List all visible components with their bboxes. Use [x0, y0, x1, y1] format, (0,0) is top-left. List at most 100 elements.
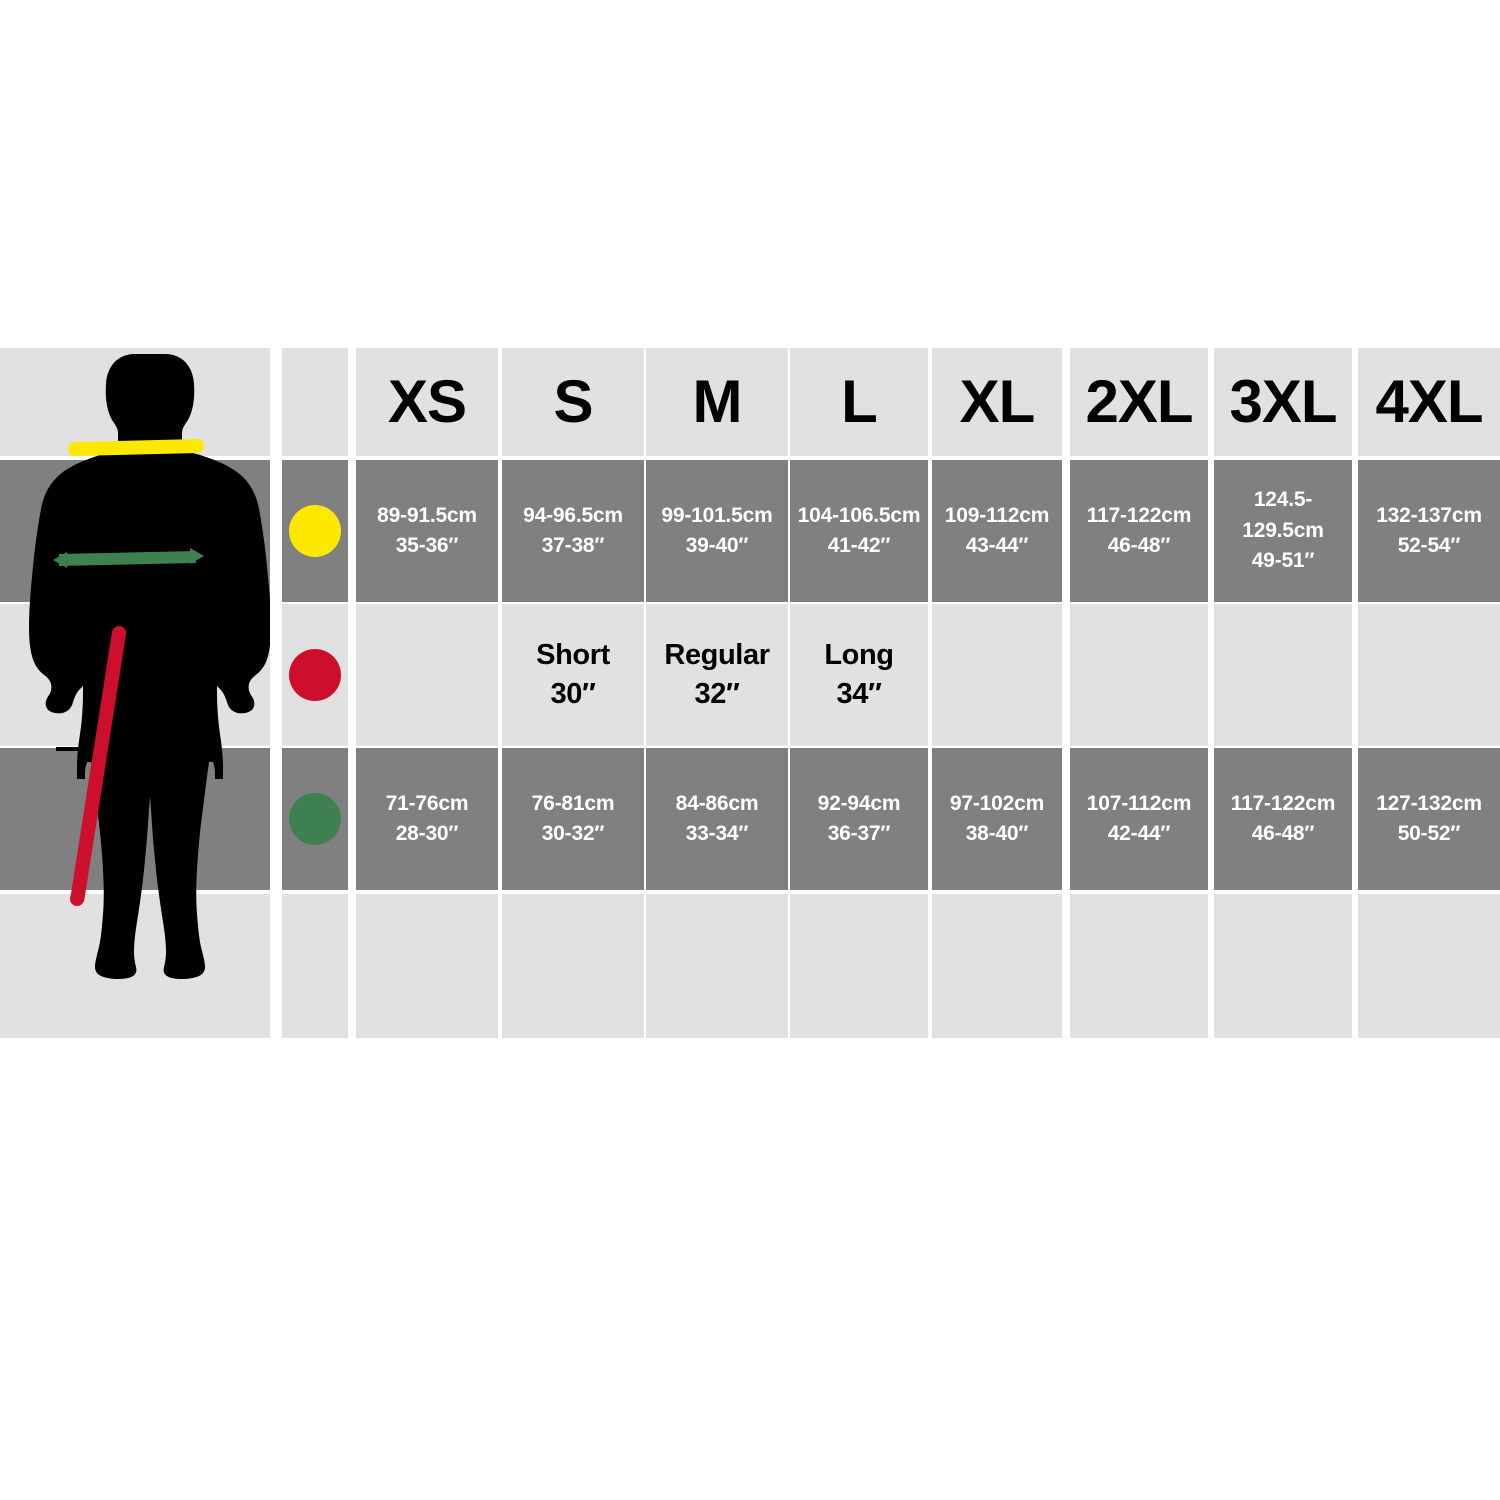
cell-chest-4xl[interactable]: 132-137cm 52-54″ [1358, 460, 1500, 602]
size-column-2xl: 2XL 117-122cm 46-48″ 107-112cm 42-44″ [1070, 348, 1208, 1038]
cell-value-primary: 124.5-129.5cm [1242, 488, 1324, 542]
size-header-label: 2XL [1085, 368, 1193, 435]
marker-cell-chest [282, 460, 348, 602]
size-footer-m [646, 894, 788, 1038]
cell-value-secondary: 41-42″ [827, 534, 891, 557]
cell-value-primary: 132-137cm [1376, 503, 1482, 527]
cell-value-secondary: 37-38″ [541, 534, 605, 557]
cell-value-secondary: 35-36″ [395, 534, 459, 557]
cell-leg-length-l[interactable]: Long 34″ [790, 604, 928, 746]
size-header-label: L [841, 368, 878, 435]
cell-chest-m[interactable]: 99-101.5cm 39-40″ [646, 460, 788, 602]
chest-marker-dot [289, 505, 341, 557]
cell-value-secondary: 32″ [694, 678, 740, 710]
cell-value-secondary: 36-37″ [827, 822, 891, 845]
cell-value-secondary: 50-52″ [1397, 822, 1461, 845]
cell-value-secondary: 52-54″ [1397, 534, 1461, 557]
cell-chest-3xl[interactable]: 124.5-129.5cm 49-51″ [1214, 460, 1352, 602]
size-header-2xl[interactable]: 2XL [1070, 348, 1208, 456]
size-header-3xl[interactable]: 3XL [1214, 348, 1352, 456]
marker-cell-waist [282, 748, 348, 890]
cell-chest-2xl[interactable]: 117-122cm 46-48″ [1070, 460, 1208, 602]
cell-leg-length-xs[interactable] [356, 604, 498, 746]
cell-text: Long 34″ [824, 636, 894, 714]
cell-leg-length-s[interactable]: Short 30″ [502, 604, 644, 746]
cell-text: 92-94cm 36-37″ [818, 789, 901, 850]
size-footer-xs [356, 894, 498, 1038]
size-header-m[interactable]: M [646, 348, 788, 456]
size-footer-s [502, 894, 644, 1038]
cell-value-primary: 94-96.5cm [523, 503, 623, 527]
cell-value-primary: 89-91.5cm [377, 503, 477, 527]
cell-waist-3xl[interactable]: 117-122cm 46-48″ [1214, 748, 1352, 890]
size-header-label: S [553, 368, 593, 435]
chest-guide-line [68, 439, 204, 456]
size-footer-4xl [1358, 894, 1500, 1038]
cell-value-secondary: 38-40″ [965, 822, 1029, 845]
size-header-4xl[interactable]: 4XL [1358, 348, 1500, 456]
cell-value-secondary: 34″ [836, 678, 882, 710]
cell-value-secondary: 39-40″ [685, 534, 749, 557]
waist-marker-dot [289, 793, 341, 845]
cell-value-secondary: 49-51″ [1251, 549, 1315, 573]
cell-value-primary: Regular [664, 638, 770, 671]
size-column-3xl: 3XL 124.5-129.5cm 49-51″ 117-122cm 46-48″ [1214, 348, 1352, 1038]
cell-waist-l[interactable]: 92-94cm 36-37″ [790, 748, 928, 890]
size-header-l[interactable]: L [790, 348, 928, 456]
size-column-m: M 99-101.5cm 39-40″ Regular 32″ 84-86cm 33-34″ [646, 348, 788, 1038]
cell-leg-length-4xl[interactable] [1358, 604, 1500, 746]
cell-text: Short 30″ [536, 636, 610, 714]
cell-leg-length-3xl[interactable] [1214, 604, 1352, 746]
cell-value-primary: 76-81cm [531, 791, 615, 815]
cell-waist-s[interactable]: 76-81cm 30-32″ [502, 748, 644, 890]
size-footer-xl [932, 894, 1062, 1038]
figure-column [0, 348, 270, 1038]
marker-column [282, 348, 348, 1038]
cell-text: 84-86cm 33-34″ [676, 789, 759, 850]
cell-value-primary: 107-112cm [1086, 791, 1192, 815]
cell-value-secondary: 28-30″ [395, 822, 459, 845]
marker-cell-leg-length [282, 604, 348, 746]
size-header-label: 3XL [1229, 368, 1337, 435]
cell-value-primary: 104-106.5cm [797, 503, 921, 527]
cell-text: 97-102cm 38-40″ [950, 789, 1044, 850]
size-column-xs: XS 89-91.5cm 35-36″ 71-76cm 28-30″ [356, 348, 498, 1038]
size-header-xs[interactable]: XS [356, 348, 498, 456]
cell-text: 71-76cm 28-30″ [386, 789, 469, 850]
cell-chest-s[interactable]: 94-96.5cm 37-38″ [502, 460, 644, 602]
cell-waist-2xl[interactable]: 107-112cm 42-44″ [1070, 748, 1208, 890]
size-footer-2xl [1070, 894, 1208, 1038]
size-chart-table: XS 89-91.5cm 35-36″ 71-76cm 28-30″ S 94-96.5cm… [0, 348, 1500, 1038]
cell-value-primary: Long [824, 638, 894, 671]
size-footer-l [790, 894, 928, 1038]
cell-waist-4xl[interactable]: 127-132cm 50-52″ [1358, 748, 1500, 890]
cell-chest-xs[interactable]: 89-91.5cm 35-36″ [356, 460, 498, 602]
cell-text: 76-81cm 30-32″ [532, 789, 615, 850]
cell-chest-xl[interactable]: 109-112cm 43-44″ [932, 460, 1062, 602]
cell-value-primary: 117-122cm [1230, 791, 1336, 815]
cell-waist-xl[interactable]: 97-102cm 38-40″ [932, 748, 1062, 890]
cell-leg-length-m[interactable]: Regular 32″ [646, 604, 788, 746]
cell-leg-length-xl[interactable] [932, 604, 1062, 746]
cell-text: 117-122cm 46-48″ [1086, 501, 1192, 562]
cell-text: 99-101.5cm 39-40″ [661, 501, 772, 562]
cell-leg-length-2xl[interactable] [1070, 604, 1208, 746]
leg-length-marker-dot [289, 649, 341, 701]
cell-text: 127-132cm 50-52″ [1376, 789, 1482, 850]
cell-text: 107-112cm 42-44″ [1086, 789, 1192, 850]
cell-text: 109-112cm 43-44″ [945, 501, 1050, 562]
cell-value-primary: 127-132cm [1376, 791, 1482, 815]
size-footer-3xl [1214, 894, 1352, 1038]
cell-waist-xs[interactable]: 71-76cm 28-30″ [356, 748, 498, 890]
cell-chest-l[interactable]: 104-106.5cm 41-42″ [790, 460, 928, 602]
leg-length-guide-line [70, 626, 126, 906]
cell-value-secondary: 46-48″ [1251, 822, 1315, 845]
cell-value-primary: 117-122cm [1086, 503, 1192, 527]
cell-text: 94-96.5cm 37-38″ [523, 501, 623, 562]
cell-waist-m[interactable]: 84-86cm 33-34″ [646, 748, 788, 890]
size-header-xl[interactable]: XL [932, 348, 1062, 456]
size-header-label: M [692, 368, 743, 435]
size-header-s[interactable]: S [502, 348, 644, 456]
size-column-4xl: 4XL 132-137cm 52-54″ 127-132cm 50-52″ [1358, 348, 1500, 1038]
cell-value-secondary: 33-34″ [685, 822, 749, 845]
